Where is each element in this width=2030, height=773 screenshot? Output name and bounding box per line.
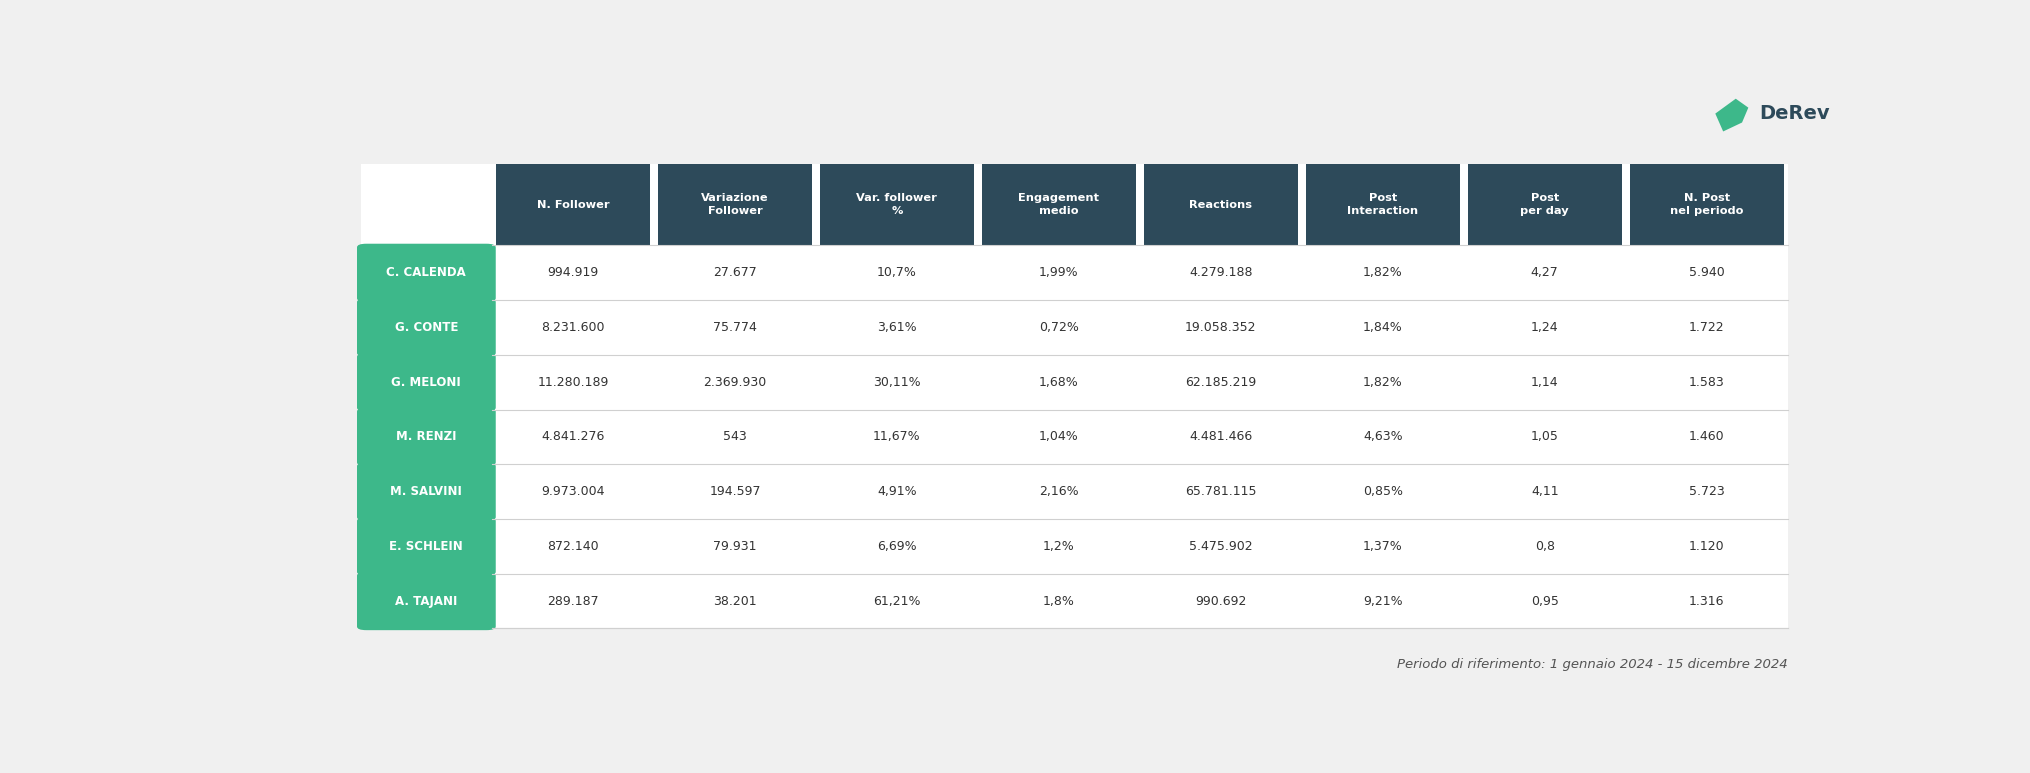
Text: 994.919: 994.919 [548, 266, 599, 279]
Bar [1468, 164, 1622, 246]
Text: N. Post
nel periodo: N. Post nel periodo [1671, 193, 1744, 216]
Bar [491, 246, 1788, 300]
Bar [1630, 164, 1784, 246]
Text: 0,72%: 0,72% [1039, 321, 1078, 334]
Text: 0,85%: 0,85% [1362, 485, 1403, 498]
Text: 3,61%: 3,61% [877, 321, 918, 334]
Text: 4.481.466: 4.481.466 [1190, 431, 1253, 444]
Text: 1,37%: 1,37% [1362, 540, 1403, 553]
Text: 1,2%: 1,2% [1043, 540, 1074, 553]
Text: Periodo di riferimento: 1 gennaio 2024 - 15 dicembre 2024: Periodo di riferimento: 1 gennaio 2024 -… [1397, 659, 1788, 671]
Text: 79.931: 79.931 [713, 540, 757, 553]
Text: Reactions: Reactions [1190, 199, 1253, 209]
Text: Variazione
Follower: Variazione Follower [700, 193, 769, 216]
Text: 1,68%: 1,68% [1039, 376, 1078, 389]
Text: 1.120: 1.120 [1689, 540, 1725, 553]
Text: M. SALVINI: M. SALVINI [390, 485, 463, 498]
Text: 62.185.219: 62.185.219 [1186, 376, 1257, 389]
Text: 5.475.902: 5.475.902 [1190, 540, 1253, 553]
Text: 27.677: 27.677 [713, 266, 757, 279]
Text: 2,16%: 2,16% [1039, 485, 1078, 498]
Text: 4.841.276: 4.841.276 [542, 431, 605, 444]
Text: 61,21%: 61,21% [873, 594, 922, 608]
Text: 1.316: 1.316 [1689, 594, 1723, 608]
Text: 9.973.004: 9.973.004 [542, 485, 605, 498]
Bar [1305, 164, 1460, 246]
Bar [983, 164, 1137, 246]
Text: 289.187: 289.187 [548, 594, 599, 608]
Text: 4,63%: 4,63% [1362, 431, 1403, 444]
Text: 30,11%: 30,11% [873, 376, 922, 389]
FancyBboxPatch shape [357, 462, 495, 521]
Text: G. CONTE: G. CONTE [394, 321, 459, 334]
Bar [658, 164, 812, 246]
Bar [820, 164, 974, 246]
Text: 1,8%: 1,8% [1043, 594, 1074, 608]
Text: 0,8: 0,8 [1535, 540, 1555, 553]
Text: 5.723: 5.723 [1689, 485, 1725, 498]
Bar [491, 355, 1788, 410]
Text: Engagement
medio: Engagement medio [1019, 193, 1100, 216]
Text: 543: 543 [723, 431, 747, 444]
Text: A. TAJANI: A. TAJANI [396, 594, 457, 608]
FancyBboxPatch shape [357, 408, 495, 466]
Text: 75.774: 75.774 [713, 321, 757, 334]
Text: 1,14: 1,14 [1531, 376, 1559, 389]
Text: 1,05: 1,05 [1531, 431, 1559, 444]
Text: 65.781.115: 65.781.115 [1186, 485, 1257, 498]
Text: 1,82%: 1,82% [1362, 376, 1403, 389]
Text: M. RENZI: M. RENZI [396, 431, 457, 444]
Text: 19.058.352: 19.058.352 [1186, 321, 1257, 334]
Bar [495, 164, 650, 246]
Text: C. CALENDA: C. CALENDA [386, 266, 467, 279]
Text: DeRev: DeRev [1760, 104, 1829, 123]
Text: 8.231.600: 8.231.600 [542, 321, 605, 334]
Text: 990.692: 990.692 [1196, 594, 1246, 608]
Text: 5.940: 5.940 [1689, 266, 1725, 279]
Text: 872.140: 872.140 [548, 540, 599, 553]
Text: Post
Interaction: Post Interaction [1348, 193, 1419, 216]
Text: 1.722: 1.722 [1689, 321, 1725, 334]
Text: 0,95: 0,95 [1531, 594, 1559, 608]
Bar [491, 519, 1788, 574]
Bar [1143, 164, 1297, 246]
Text: Var. follower
%: Var. follower % [857, 193, 938, 216]
FancyBboxPatch shape [357, 517, 495, 575]
Bar [491, 410, 1788, 465]
FancyBboxPatch shape [357, 298, 495, 356]
Text: 4,91%: 4,91% [877, 485, 918, 498]
Text: 1,84%: 1,84% [1362, 321, 1403, 334]
Text: 10,7%: 10,7% [877, 266, 918, 279]
Text: 1.583: 1.583 [1689, 376, 1725, 389]
Text: 4,27: 4,27 [1531, 266, 1559, 279]
Bar [491, 574, 1788, 628]
Text: 1,82%: 1,82% [1362, 266, 1403, 279]
Text: 6,69%: 6,69% [877, 540, 918, 553]
Text: 4,11: 4,11 [1531, 485, 1559, 498]
FancyBboxPatch shape [357, 572, 495, 630]
Bar [491, 465, 1788, 519]
Text: 2.369.930: 2.369.930 [702, 376, 767, 389]
Text: 38.201: 38.201 [713, 594, 757, 608]
Bar [491, 300, 1788, 355]
Text: Post
per day: Post per day [1520, 193, 1569, 216]
Text: 1,04%: 1,04% [1039, 431, 1078, 444]
FancyBboxPatch shape [357, 243, 495, 302]
Text: E. SCHLEIN: E. SCHLEIN [390, 540, 463, 553]
Text: 194.597: 194.597 [708, 485, 761, 498]
Text: N. Follower: N. Follower [536, 199, 609, 209]
Text: 1,99%: 1,99% [1039, 266, 1078, 279]
Text: 1,24: 1,24 [1531, 321, 1559, 334]
Text: G. MELONI: G. MELONI [392, 376, 461, 389]
Text: 4.279.188: 4.279.188 [1190, 266, 1253, 279]
Text: 1.460: 1.460 [1689, 431, 1725, 444]
Text: 9,21%: 9,21% [1362, 594, 1403, 608]
Bar [361, 164, 1788, 628]
Text: 11.280.189: 11.280.189 [538, 376, 609, 389]
Polygon shape [1715, 99, 1748, 131]
Text: 11,67%: 11,67% [873, 431, 922, 444]
FancyBboxPatch shape [357, 353, 495, 411]
